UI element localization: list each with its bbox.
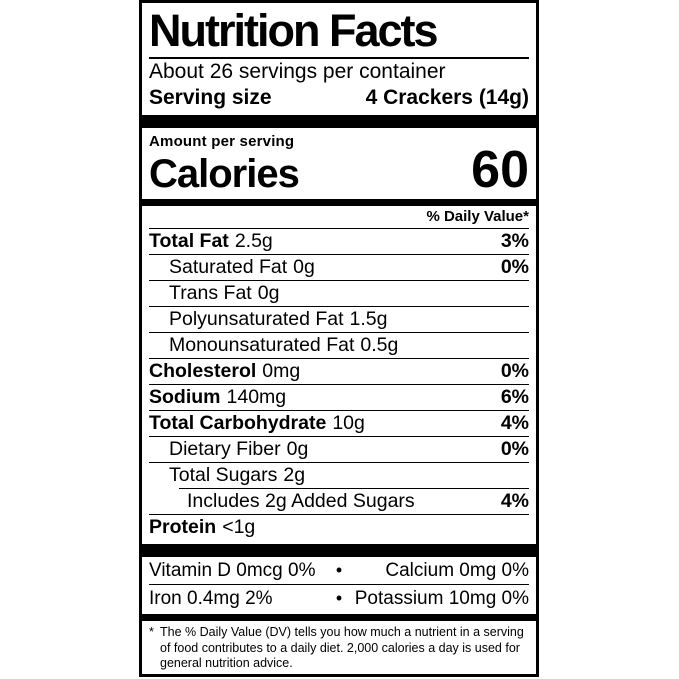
row-divider: [149, 384, 529, 385]
nutrient-name: Dietary Fiber: [169, 438, 281, 460]
calories-label: Calories: [149, 152, 300, 196]
row-divider: [149, 462, 529, 463]
bullet-separator: •: [335, 560, 343, 580]
nutrient-dv: 6%: [500, 386, 529, 408]
row-divider: [149, 332, 529, 333]
row-divider: [149, 584, 529, 585]
row-divider: [149, 358, 529, 359]
serving-size-label: Serving size: [149, 86, 272, 109]
micronutrient-right: Potassium 10mg 0%: [354, 587, 529, 609]
nutrient-name: Saturated Fat: [169, 256, 288, 278]
nutrient-dv: 3%: [500, 230, 529, 252]
nutrient-name: Total Carbohydrate: [149, 412, 327, 434]
nutrient-row-total-carbohydrate: Total Carbohydrate 10g 4%: [149, 411, 529, 436]
row-divider: [149, 306, 529, 307]
nutrient-amount: 2.5g: [234, 230, 273, 252]
nutrient-amount: 140mg: [226, 386, 287, 408]
row-divider-indented: [179, 488, 529, 489]
nutrient-amount: 10g: [332, 412, 365, 434]
daily-value-header: % Daily Value*: [426, 208, 529, 225]
daily-value-footnote: * The % Daily Value (DV) tells you how m…: [149, 625, 529, 672]
nutrient-name: Monounsaturated Fat: [169, 334, 355, 356]
calories-value: 60: [471, 141, 529, 199]
nutrition-facts-label: Nutrition Facts About 26 servings per co…: [139, 0, 539, 677]
footnote-asterisk: *: [149, 625, 154, 639]
nutrient-name: Cholesterol: [149, 360, 257, 382]
nutrient-amount: 2g: [283, 464, 306, 486]
section-bar-medium-calories: [142, 199, 536, 206]
micronutrient-left: Iron 0.4mg 2%: [149, 587, 273, 609]
label-title: Nutrition Facts: [149, 5, 439, 56]
nutrient-name: Protein: [149, 516, 217, 538]
nutrient-name: Polyunsaturated Fat: [169, 308, 344, 330]
micronutrient-right: Calcium 0mg 0%: [385, 559, 529, 581]
nutrient-name: Total Fat: [149, 230, 229, 252]
nutrient-row-total-sugars: Total Sugars 2g: [149, 463, 529, 488]
nutrient-amount: 0g: [293, 256, 315, 278]
micronutrient-row-1: Vitamin D 0mcg 0% • Calcium 0mg 0%: [149, 557, 529, 584]
row-divider: [149, 254, 529, 255]
section-bar-medium-footnote: [142, 614, 536, 621]
nutrient-amount: 0g: [286, 438, 309, 460]
nutrient-row-trans-fat: Trans Fat 0g: [149, 281, 529, 306]
row-divider: [149, 280, 529, 281]
nutrient-name: Sodium: [149, 386, 221, 408]
row-divider: [149, 410, 529, 411]
micronutrient-left: Vitamin D 0mcg 0%: [149, 559, 316, 581]
nutrient-row-protein: Protein <1g: [149, 515, 529, 540]
section-bar-thick-top: [142, 115, 536, 128]
servings-per-container: About 26 servings per container: [149, 60, 446, 83]
title-divider: [149, 57, 529, 59]
nutrient-row-saturated-fat: Saturated Fat 0g 0%: [149, 255, 529, 280]
nutrient-amount: 1.5g: [349, 308, 388, 330]
nutrient-amount: 0.5g: [360, 334, 399, 356]
nutrient-row-dietary-fiber: Dietary Fiber 0g 0%: [149, 437, 529, 462]
nutrient-row-sodium: Sodium 140mg 6%: [149, 385, 529, 410]
nutrient-amount: 0mg: [262, 360, 301, 382]
nutrient-row-monounsaturated-fat: Monounsaturated Fat 0.5g: [149, 333, 529, 358]
row-divider: [149, 228, 529, 229]
footnote-text: The % Daily Value (DV) tells you how muc…: [160, 625, 524, 670]
nutrient-name: Includes 2g Added Sugars: [187, 490, 415, 512]
nutrient-dv: 0%: [500, 256, 529, 278]
micronutrient-row-2: Iron 0.4mg 2% • Potassium 10mg 0%: [149, 585, 529, 612]
nutrient-name: Trans Fat: [169, 282, 252, 304]
amount-per-serving-label: Amount per serving: [149, 133, 295, 150]
section-bar-thick-micros: [142, 544, 536, 557]
bullet-separator: •: [335, 588, 343, 608]
serving-size-row: Serving size 4 Crackers (14g): [149, 85, 529, 111]
nutrient-amount: <1g: [222, 516, 256, 538]
nutrient-row-cholesterol: Cholesterol 0mg 0%: [149, 359, 529, 384]
nutrient-name: Total Sugars: [169, 464, 278, 486]
row-divider: [149, 436, 529, 437]
nutrient-dv: 4%: [500, 412, 529, 434]
nutrient-row-total-fat: Total Fat 2.5g 3%: [149, 229, 529, 254]
serving-size-value: 4 Crackers (14g): [365, 86, 529, 109]
nutrient-row-added-sugars: Includes 2g Added Sugars 4%: [149, 489, 529, 514]
nutrient-row-polyunsaturated-fat: Polyunsaturated Fat 1.5g: [149, 307, 529, 332]
row-divider: [149, 514, 529, 515]
nutrient-dv: 0%: [500, 360, 529, 382]
nutrient-amount: 0g: [257, 282, 280, 304]
nutrient-dv: 0%: [500, 438, 529, 460]
calories-row: Calories 60: [149, 141, 529, 199]
nutrient-dv: 4%: [500, 490, 529, 512]
